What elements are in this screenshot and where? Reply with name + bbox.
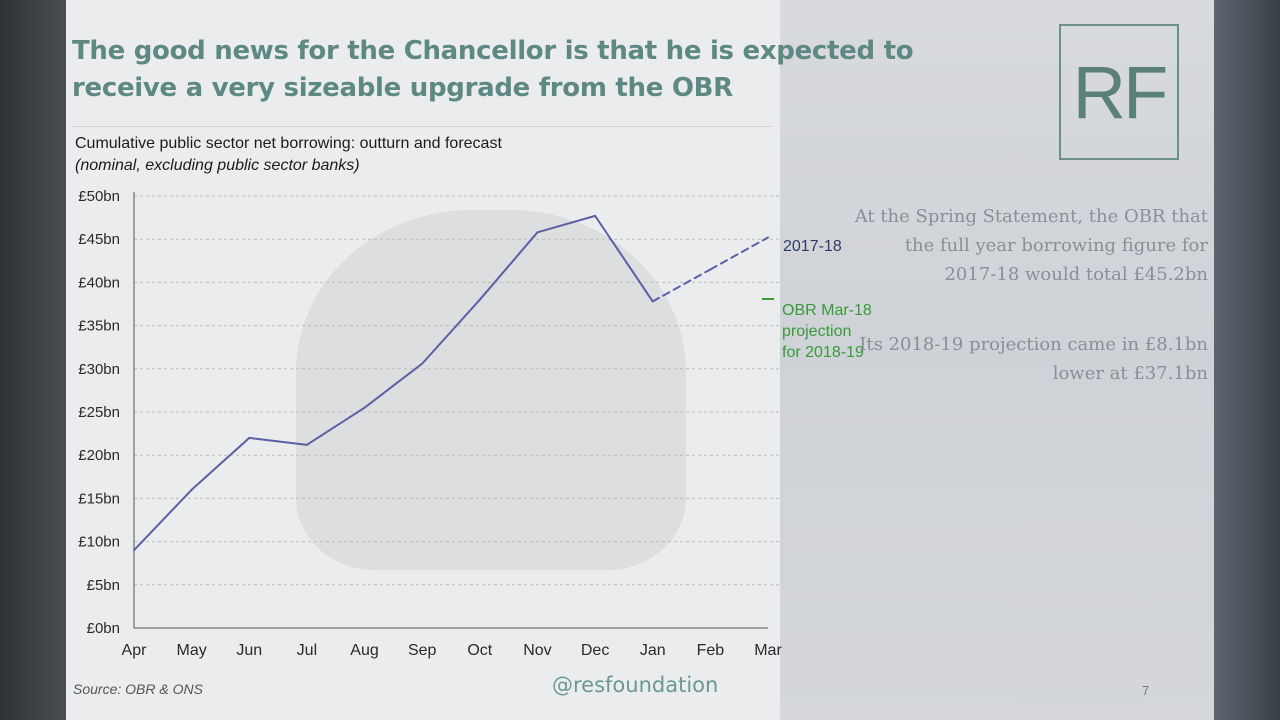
- x-tick-label: Feb: [697, 642, 725, 659]
- series-segment: [594, 214, 654, 303]
- chart-subtitle: (nominal, excluding public sector banks): [75, 157, 360, 174]
- series-segment: [133, 488, 193, 552]
- y-tick-label: £50bn: [78, 188, 120, 205]
- y-tick-label: £0bn: [87, 620, 120, 637]
- series-segment: [651, 268, 712, 303]
- y-tick-label: £15bn: [78, 490, 120, 507]
- line-chart: £0bn £5bn £10bn £15bn £20bn £25bn £30bn £35bn £4…: [78, 188, 783, 659]
- note-spring-statement: At the Spring Statement, the OBR that th…: [854, 206, 1208, 285]
- legend-2017-18: 2017-18: [783, 238, 842, 255]
- y-tick-label: £45bn: [78, 231, 120, 248]
- background-left: [0, 0, 66, 720]
- series-segment: [421, 298, 481, 365]
- background-overlay: [780, 0, 1214, 720]
- y-tick-label: £10bn: [78, 534, 120, 551]
- slide: The good news for the Chancellor is that…: [66, 0, 1214, 720]
- x-tick-label: Jun: [236, 642, 262, 659]
- chart-title: Cumulative public sector net borrowing: …: [75, 135, 502, 152]
- series-segment: [536, 214, 597, 234]
- twitter-handle: @resfoundation: [552, 673, 719, 697]
- series-segment: [305, 406, 366, 446]
- series-segment: [363, 362, 424, 409]
- title-divider: [72, 126, 772, 127]
- y-tick-label: £35bn: [78, 318, 120, 335]
- series-segment: [478, 231, 539, 301]
- y-tick-label: £40bn: [78, 274, 120, 291]
- y-tick-label: £5bn: [87, 577, 120, 594]
- series-segment: [190, 436, 251, 491]
- x-tick-label: Mar: [754, 642, 782, 659]
- speaker-silhouette: [296, 210, 686, 570]
- x-tick-label: Apr: [122, 642, 148, 659]
- note-2018-19-projection: Its 2018-19 projection came in £8.1bn lo…: [859, 334, 1208, 384]
- slide-title: The good news for the Chancellor is that…: [72, 36, 914, 103]
- x-tick-label: May: [177, 642, 207, 659]
- chart-axes: [133, 192, 768, 629]
- y-tick-label: £20bn: [78, 447, 120, 464]
- chart-series: [133, 214, 769, 552]
- legend-obr-projection: OBR Mar-18 projection for 2018-19: [762, 297, 872, 363]
- series-segment: [709, 236, 769, 271]
- series-segment: [248, 436, 308, 446]
- x-tick-label: Aug: [350, 642, 378, 659]
- logo-text: RF: [1072, 50, 1169, 134]
- x-tick-label: Jul: [297, 642, 317, 659]
- rf-logo: RF: [1059, 24, 1179, 160]
- x-tick-label: Nov: [523, 642, 551, 659]
- y-tick-label: £25bn: [78, 404, 120, 421]
- x-tick-label: Jan: [640, 642, 666, 659]
- chart-source: Source: OBR & ONS: [73, 681, 203, 697]
- y-axis-labels: £0bn £5bn £10bn £15bn £20bn £25bn £30bn £35bn £4…: [78, 188, 120, 637]
- chart-grid: [134, 195, 782, 586]
- x-tick-label: Dec: [581, 642, 609, 659]
- background-right: [1214, 0, 1280, 720]
- x-tick-label: Oct: [467, 642, 492, 659]
- y-tick-label: £30bn: [78, 361, 120, 378]
- slide-number: 7: [1142, 683, 1150, 698]
- x-axis-labels: Apr May Jun Jul Aug Sep Oct Nov Dec Jan Feb Mar: [122, 642, 783, 659]
- x-tick-label: Sep: [408, 642, 437, 659]
- legend-obr-label: OBR Mar-18 projection for 2018-19: [782, 302, 872, 361]
- legend-obr-swatch: [762, 297, 774, 300]
